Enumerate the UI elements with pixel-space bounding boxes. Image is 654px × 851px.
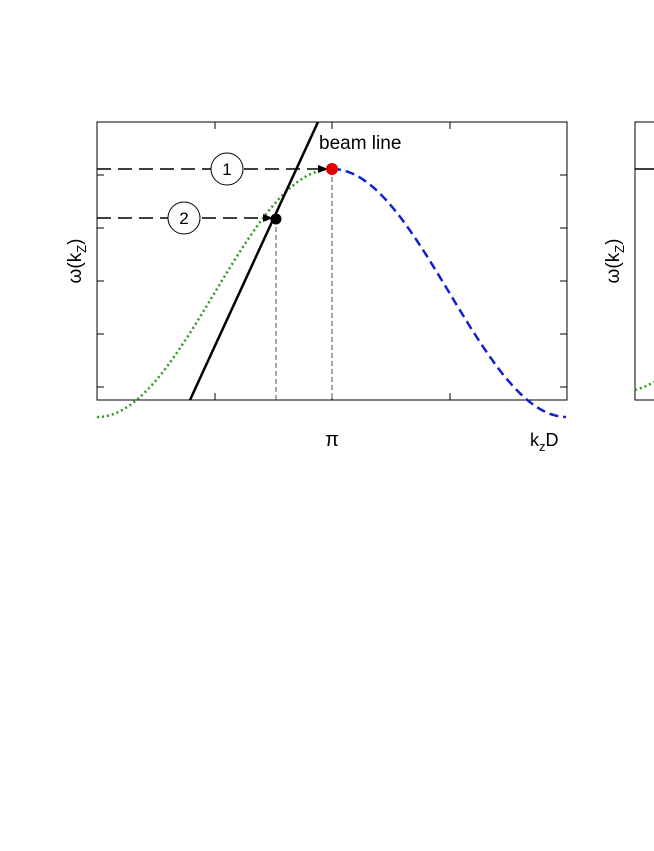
x-label-main: k — [530, 430, 540, 450]
y-label-main: ω(k — [603, 252, 624, 283]
y-label-main: ω(k — [65, 252, 86, 283]
x-label-end: D — [546, 430, 559, 450]
curve-lower — [97, 167, 332, 419]
marker-circle — [210, 152, 244, 186]
y-label: ω(kZ) — [603, 239, 627, 284]
marker-label: 1 — [222, 160, 231, 179]
point — [326, 163, 338, 175]
marker-circle — [167, 201, 201, 235]
x-tick-label: π — [325, 429, 339, 451]
y-label-sub: Z — [612, 245, 627, 253]
y-label-end: ) — [603, 239, 624, 245]
y-label-end: ) — [65, 239, 86, 245]
beam-line — [188, 121, 320, 401]
curve-lower — [634, 380, 654, 392]
marker-label: 2 — [179, 209, 188, 228]
curve-upper — [332, 167, 567, 419]
panel-2: ω(kZ) — [603, 121, 654, 401]
y-label: ω(kZ) — [65, 239, 89, 284]
frame — [634, 121, 654, 401]
x-label: kzD — [530, 430, 559, 454]
annotation: beam line — [319, 133, 401, 154]
y-label-sub: Z — [74, 245, 89, 253]
panel-1: 1 2 beam line π kzD ω(kZ) — [65, 121, 568, 454]
x-label-sub: z — [539, 439, 546, 454]
point — [270, 213, 282, 225]
